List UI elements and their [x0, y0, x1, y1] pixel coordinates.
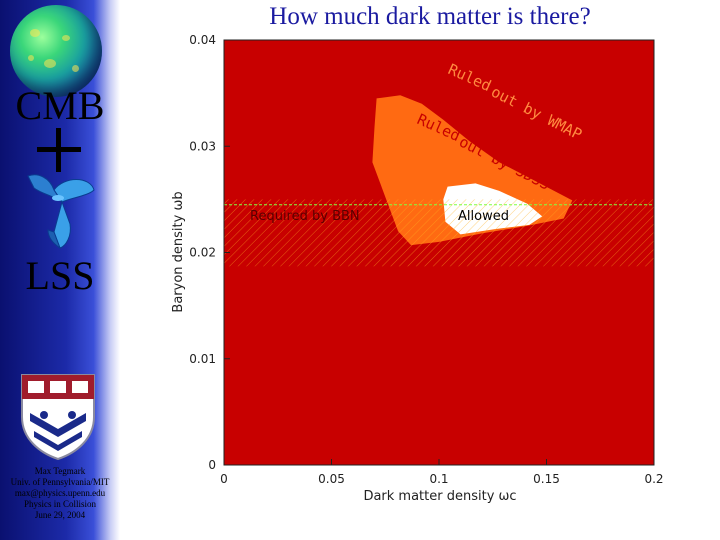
x-tick-label: 0.05	[318, 472, 345, 486]
credits: Max Tegmark Univ. of Pennsylvania/MIT ma…	[0, 466, 120, 521]
slide-title: How much dark matter is there?	[269, 3, 591, 30]
y-tick-label: 0.04	[189, 33, 216, 47]
credit-author: Max Tegmark	[34, 466, 86, 476]
y-tick-label: 0.03	[189, 139, 216, 153]
credit-affiliation: Univ. of Pennsylvania/MIT	[10, 477, 110, 487]
dark-matter-chart: 0 0.05 0.1 0.15 0.2 00.010.020.030.04 Ruled …	[171, 33, 664, 504]
y-axis-ticks: 0 0.01 0.02 0.03 0.04	[189, 33, 230, 472]
x-tick-label: 0.2	[644, 472, 663, 486]
x-axis-ticks: 0 0.05 0.1 0.15 0.2	[220, 459, 664, 486]
credit-email: max@physics.upenn.edu	[14, 488, 106, 498]
bbn-band	[224, 199, 654, 267]
x-tick-label: 0.15	[533, 472, 560, 486]
x-tick-label: 0	[220, 472, 228, 486]
credit-event: Physics in Collision	[23, 499, 96, 509]
y-tick-label: 0.02	[189, 246, 216, 260]
credit-date: June 29, 2004	[34, 510, 86, 520]
x-tick-label: 0.1	[429, 472, 448, 486]
cone-survey-icon	[27, 174, 95, 250]
y-tick-label: 0.01	[189, 352, 216, 366]
cmb-label: CMB	[15, 83, 105, 128]
plus-icon	[37, 128, 81, 172]
bbn-label: Required by BBN	[250, 209, 360, 224]
lss-label: LSS	[25, 253, 95, 298]
sidebar: CMB LSS Max Tegmark Univ. of Pennsylvani…	[0, 0, 120, 540]
x-axis-label: Dark matter density ωc	[363, 489, 516, 504]
y-tick-label: 0	[208, 458, 216, 472]
allowed-label: Allowed	[458, 209, 509, 224]
y-axis-label: Baryon density ωb	[171, 191, 186, 312]
cmb-globe-image	[10, 5, 102, 97]
penn-shield-logo	[21, 374, 95, 461]
